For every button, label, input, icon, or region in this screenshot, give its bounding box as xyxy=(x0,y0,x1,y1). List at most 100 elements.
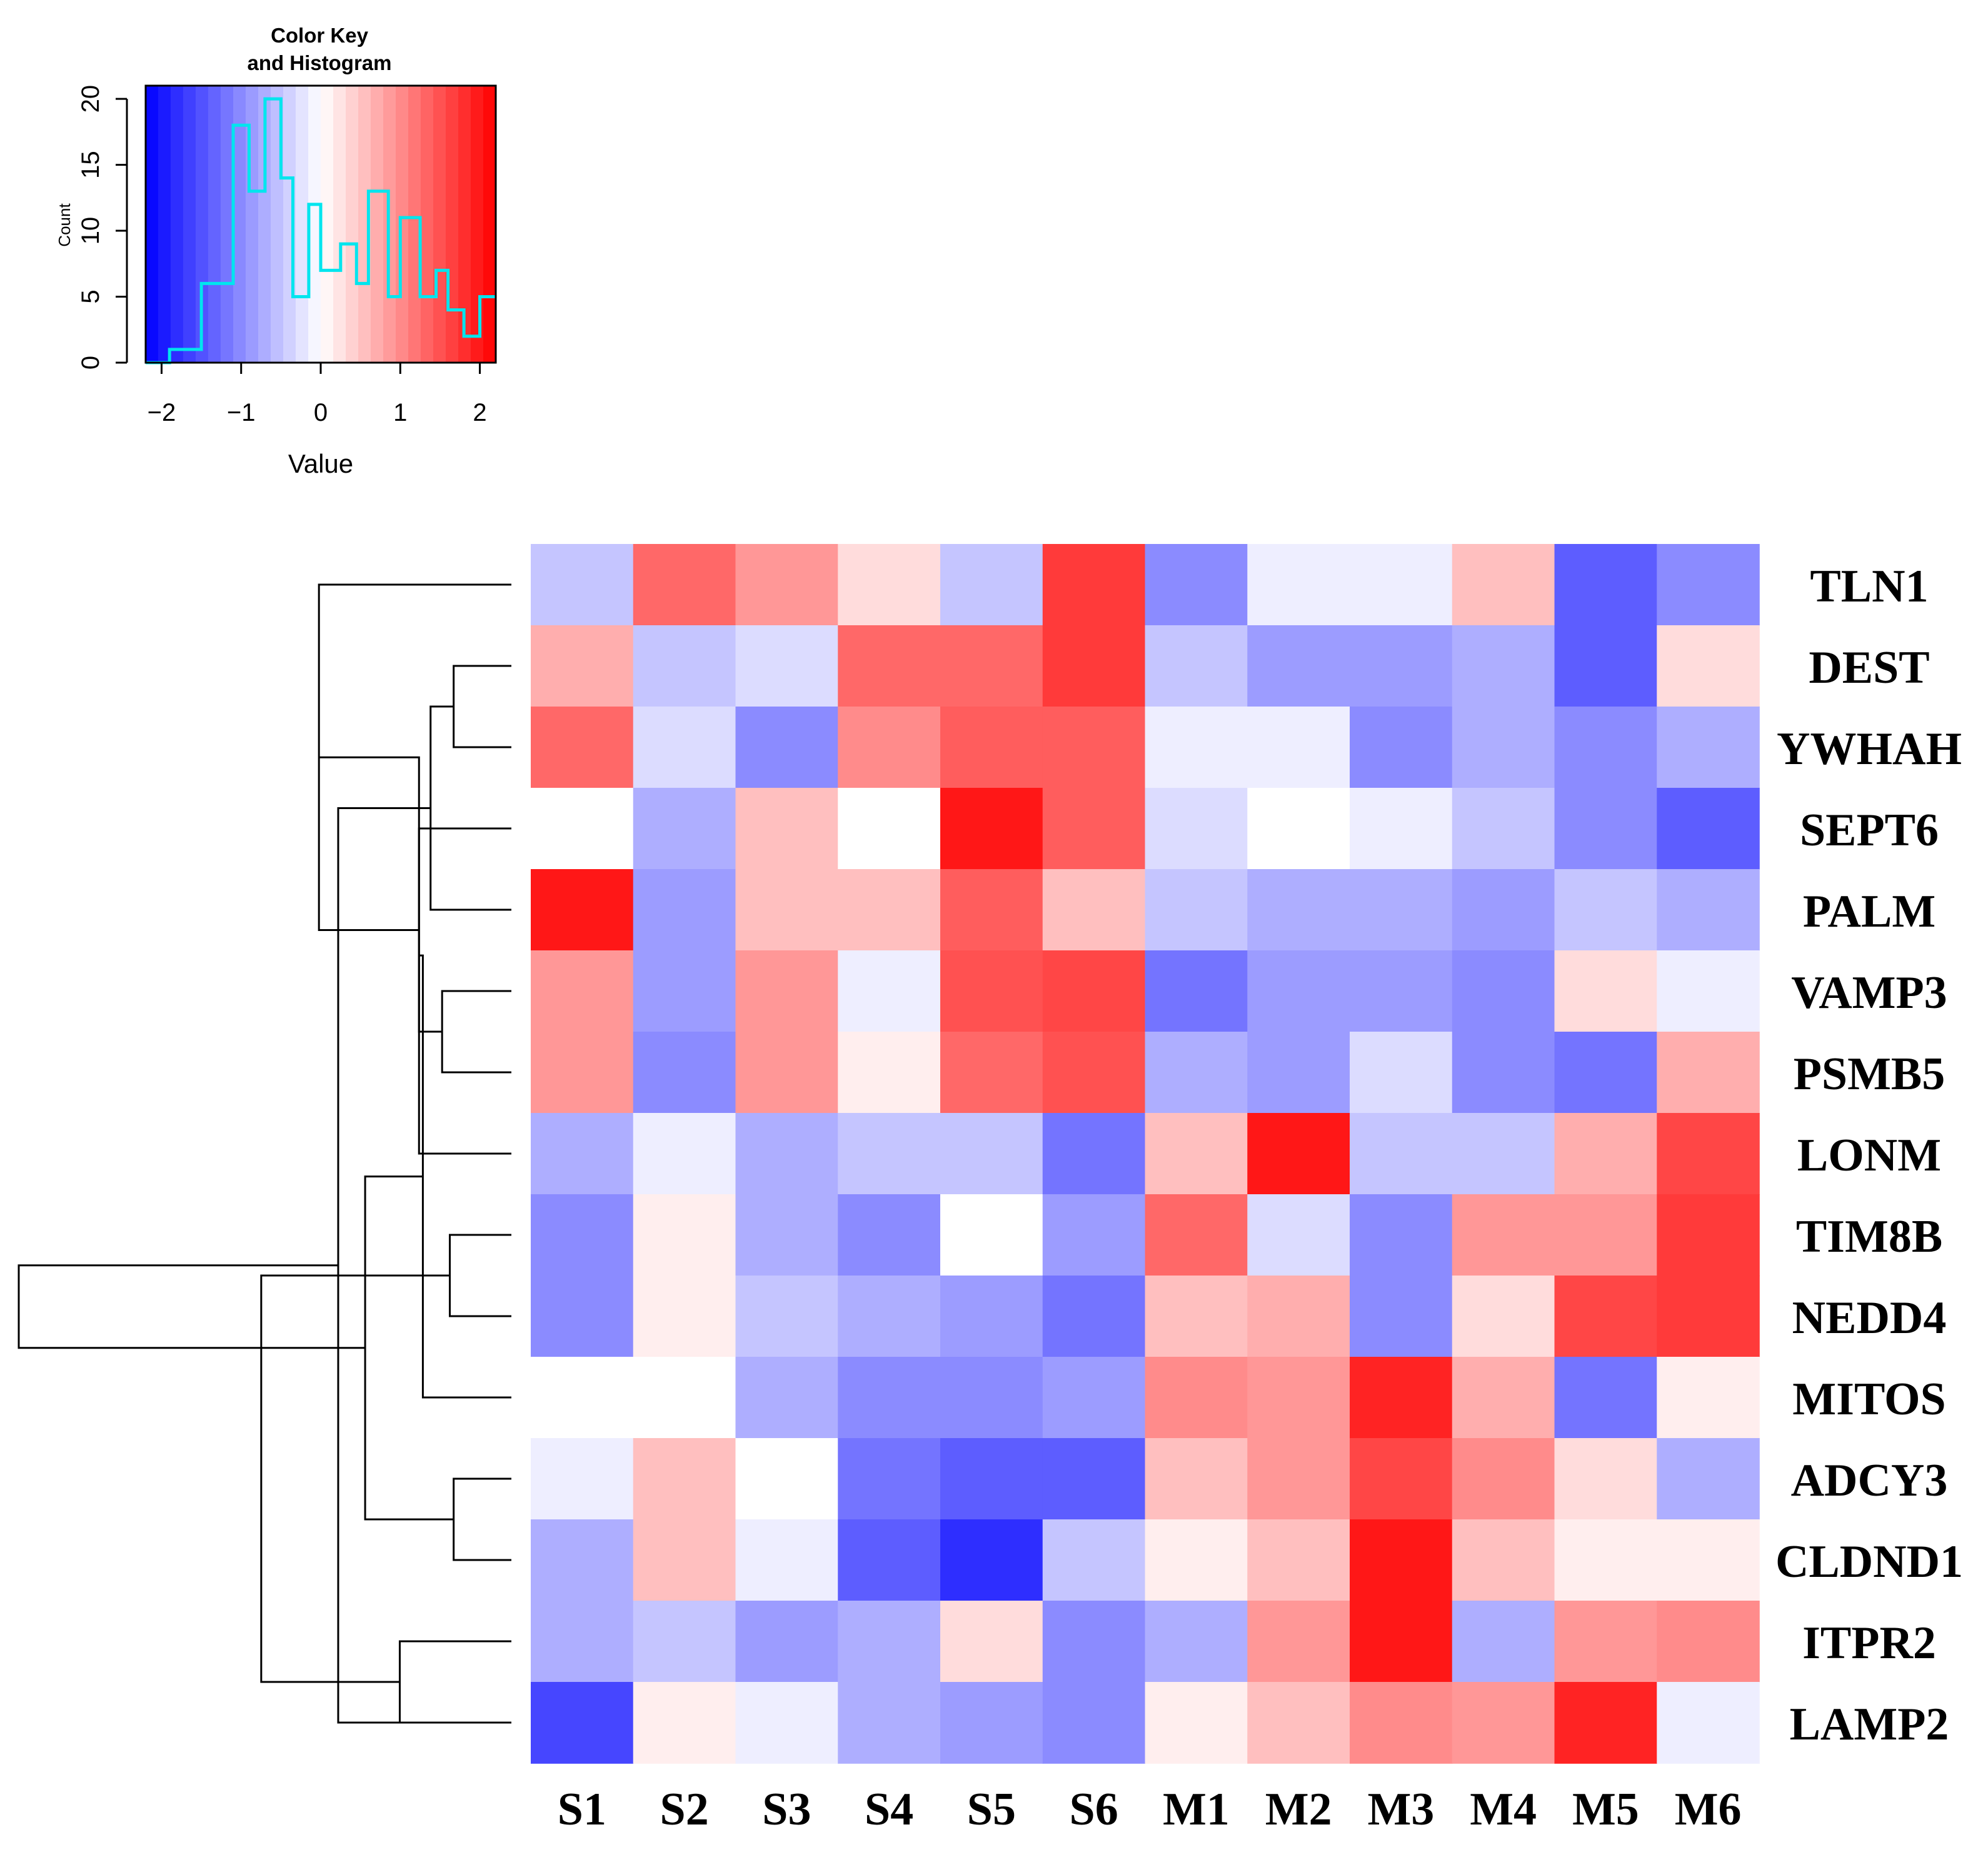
heatmap-cell-DEST-S6 xyxy=(1042,625,1146,707)
heatmap-cell-LAMP2-M6 xyxy=(1657,1682,1760,1764)
heatmap-cell-DEST-S4 xyxy=(838,625,941,707)
heatmap-cell-LAMP2-S3 xyxy=(735,1682,839,1764)
heatmap-cell-TLN1-M5 xyxy=(1554,544,1658,626)
dendrogram-branch xyxy=(453,665,511,748)
color-key-band xyxy=(396,86,409,363)
heatmap-cell-CLDND1-M6 xyxy=(1657,1519,1760,1601)
heatmap-cell-SEPT6-S5 xyxy=(940,788,1043,870)
heatmap-cell-TLN1-S3 xyxy=(735,544,839,626)
heatmap-cell-ITPR2-M4 xyxy=(1452,1601,1555,1683)
color-key-band xyxy=(371,86,384,363)
heatmap-cell-VAMP3-S1 xyxy=(531,950,634,1032)
dendrogram-branch xyxy=(429,705,511,911)
heatmap-cell-ADCY3-S4 xyxy=(838,1438,941,1520)
heatmap-cell-NEDD4-M5 xyxy=(1554,1276,1658,1357)
heatmap-cell-PALM-M5 xyxy=(1554,869,1658,951)
row-label-ITPR2: ITPR2 xyxy=(1802,1618,1936,1669)
heatmap-cell-LAMP2-S1 xyxy=(531,1682,634,1764)
heatmap-cell-PALM-M6 xyxy=(1657,869,1760,951)
row-label-VAMP3: VAMP3 xyxy=(1791,967,1947,1019)
heatmap-cell-PALM-S5 xyxy=(940,869,1043,951)
heatmap-cell-PSMB5-S6 xyxy=(1042,1032,1146,1114)
heatmap-cell-MITOS-M3 xyxy=(1350,1357,1453,1439)
heatmap-cell-PALM-S6 xyxy=(1042,869,1146,951)
heatmap-cell-LAMP2-S4 xyxy=(838,1682,941,1764)
heatmap-cell-TIM8B-M5 xyxy=(1554,1194,1658,1276)
heatmap-cell-CLDND1-S1 xyxy=(531,1519,634,1601)
heatmap-cell-ITPR2-M1 xyxy=(1145,1601,1248,1683)
heatmap-cell-CLDND1-S5 xyxy=(940,1519,1043,1601)
heatmap-cell-LAMP2-M3 xyxy=(1350,1682,1453,1764)
heatmap-cell-DEST-M4 xyxy=(1452,625,1555,707)
heatmap-cell-YWHAH-M2 xyxy=(1247,707,1350,788)
column-label-S4: S4 xyxy=(865,1784,913,1835)
heatmap-cell-PSMB5-M3 xyxy=(1350,1032,1453,1114)
color-key-title-line-2: and Histogram xyxy=(247,51,391,74)
heatmap-cell-NEDD4-M1 xyxy=(1145,1276,1248,1357)
heatmap-cell-CLDND1-S2 xyxy=(633,1519,736,1601)
heatmap-cell-MITOS-S1 xyxy=(531,1357,634,1439)
heatmap-cell-DEST-M3 xyxy=(1350,625,1453,707)
dendrogram-branch xyxy=(260,1274,450,1683)
color-key-band xyxy=(446,86,459,363)
heatmap-cell-SEPT6-S6 xyxy=(1042,788,1146,870)
heatmap-cell-YWHAH-S4 xyxy=(838,707,941,788)
heatmap-cell-ADCY3-S1 xyxy=(531,1438,634,1520)
heatmap-cell-ADCY3-M4 xyxy=(1452,1438,1555,1520)
color-key-band xyxy=(183,86,196,363)
heatmap-cell-DEST-S2 xyxy=(633,625,736,707)
heatmap-cell-ADCY3-M2 xyxy=(1247,1438,1350,1520)
heatmap-cell-ITPR2-S2 xyxy=(633,1601,736,1683)
heatmap-cell-NEDD4-M2 xyxy=(1247,1276,1350,1357)
heatmap-cell-SEPT6-M1 xyxy=(1145,788,1248,870)
heatmap-cell-VAMP3-M2 xyxy=(1247,950,1350,1032)
heatmap-cell-CLDND1-M2 xyxy=(1247,1519,1350,1601)
heatmap-cell-TIM8B-M4 xyxy=(1452,1194,1555,1276)
histogram-line xyxy=(146,97,496,365)
heatmap-cell-ITPR2-M2 xyxy=(1247,1601,1350,1683)
heatmap-cell-TIM8B-S3 xyxy=(735,1194,839,1276)
color-key-band xyxy=(458,86,471,363)
color-key-band xyxy=(471,86,484,363)
heatmap-cell-NEDD4-S4 xyxy=(838,1276,941,1357)
heatmap-cell-TLN1-S5 xyxy=(940,544,1043,626)
heatmap-cell-SEPT6-S3 xyxy=(735,788,839,870)
column-label-M1: M1 xyxy=(1163,1784,1230,1835)
heatmap-cell-TLN1-S4 xyxy=(838,544,941,626)
color-key-band xyxy=(333,86,346,363)
heatmap-cell-PSMB5-S4 xyxy=(838,1032,941,1114)
heatmap-grid xyxy=(531,544,1760,1764)
heatmap-cell-TIM8B-S5 xyxy=(940,1194,1043,1276)
heatmap-cell-VAMP3-S2 xyxy=(633,950,736,1032)
color-key-band xyxy=(408,86,421,363)
dendrogram-branch xyxy=(441,990,511,1074)
heatmap-cell-SEPT6-M3 xyxy=(1350,788,1453,870)
y-tick-label: 15 xyxy=(77,151,104,179)
heatmap-cell-YWHAH-S5 xyxy=(940,707,1043,788)
heatmap-cell-DEST-S1 xyxy=(531,625,634,707)
heatmap-cell-CLDND1-S4 xyxy=(838,1519,941,1601)
heatmap-cell-NEDD4-M4 xyxy=(1452,1276,1555,1357)
heatmap-cell-PALM-M4 xyxy=(1452,869,1555,951)
color-key-histogram xyxy=(146,97,496,365)
heatmap-cell-LONM-S5 xyxy=(940,1113,1043,1195)
heatmap-cell-LONM-M4 xyxy=(1452,1113,1555,1195)
color-key-band xyxy=(258,86,271,363)
heatmap-cell-PALM-S1 xyxy=(531,869,634,951)
heatmap-cell-TLN1-M1 xyxy=(1145,544,1248,626)
heatmap-cell-TLN1-M3 xyxy=(1350,544,1453,626)
row-label-CLDND1: CLDND1 xyxy=(1775,1536,1963,1588)
heatmap-cell-DEST-M6 xyxy=(1657,625,1760,707)
color-key-band xyxy=(421,86,434,363)
column-labels: S1 S2 S3 S4 S5 S6 M1 M2 M3 M4 M5 M6 xyxy=(558,1784,1742,1835)
heatmap-cell-MITOS-M2 xyxy=(1247,1357,1350,1439)
row-label-PALM: PALM xyxy=(1803,886,1935,937)
heatmap-cell-LONM-S1 xyxy=(531,1113,634,1195)
heatmap-cell-TLN1-M4 xyxy=(1452,544,1555,626)
row-label-TLN1: TLN1 xyxy=(1810,561,1928,612)
heatmap-cell-PSMB5-M2 xyxy=(1247,1032,1350,1114)
color-key-band xyxy=(483,86,496,363)
heatmap-cell-DEST-S3 xyxy=(735,625,839,707)
heatmap-cell-ADCY3-S2 xyxy=(633,1438,736,1520)
color-key-band xyxy=(221,86,234,363)
